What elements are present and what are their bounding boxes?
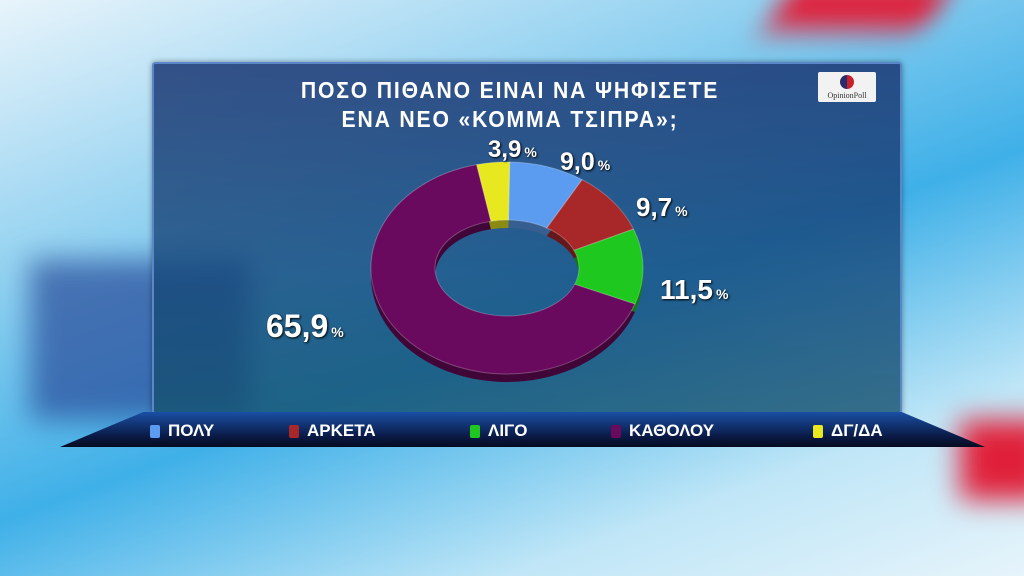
legend-swatch <box>150 424 160 438</box>
donut-slice-ΑΡΚΕΤΑ <box>546 179 635 251</box>
legend-swatch <box>611 424 621 438</box>
legend-item-ddda: ΔΓ/ΔΑ <box>813 421 883 441</box>
chart-title: ΠΟΣΟ ΠΙΘΑΝΟ ΕΙΝΑΙ ΝΑ ΨΗΦΙΣΕΤΕ ΕΝΑ ΝΕΟ «Κ… <box>252 76 767 134</box>
legend-item-arketa: ΑΡΚΕΤΑ <box>289 421 376 441</box>
legend-item-poly: ΠΟΛΥ <box>150 421 214 441</box>
donut-slice-ΠΟΛΥ <box>507 161 583 229</box>
legend-item-ligo: ΛΙΓΟ <box>470 421 528 441</box>
legend-item-katholou: ΚΑΘΟΛΟΥ <box>611 421 714 441</box>
legend-bar <box>60 412 985 447</box>
data-label-poly: 9,0% <box>560 148 611 176</box>
opinionpoll-logo: OpinionPoll <box>818 72 876 102</box>
donut-slice-ΛΙΓΟ <box>573 228 644 305</box>
legend-swatch <box>813 424 823 438</box>
data-label-ddda: 3,9% <box>488 136 537 163</box>
legend-swatch <box>289 424 299 438</box>
data-label-katholou: 65,9% <box>266 308 344 344</box>
donut-slice-ΚΑΘΟΛΟΥ <box>370 164 636 375</box>
title-line-1: ΠΟΣΟ ΠΙΘΑΝΟ ΕΙΝΑΙ ΝΑ ΨΗΦΙΣΕΤΕ <box>300 77 720 103</box>
data-label-ligo: 11,5% <box>660 274 729 305</box>
data-label-arketa: 9,7% <box>636 192 688 222</box>
donut-slice-ΔΓ/ΔΑ <box>476 161 511 222</box>
legend-swatch <box>470 424 480 438</box>
title-line-2: ΕΝΑ ΝΕΟ «ΚΟΜΜΑ ΤΣΙΠΡΑ»; <box>341 106 679 132</box>
background-red-shape <box>960 420 1024 500</box>
